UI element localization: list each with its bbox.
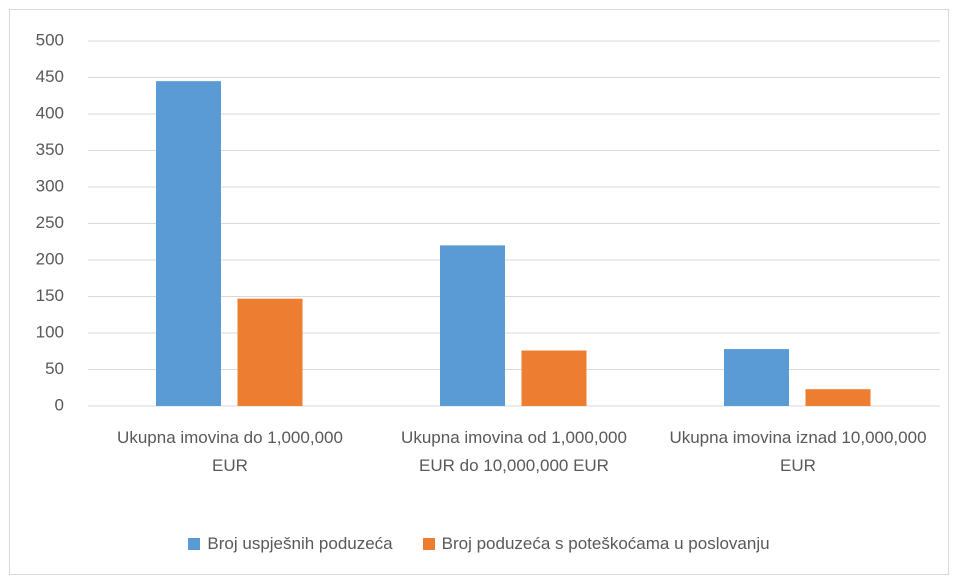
x-tick-label: Ukupna imovina do 1,000,000 EUR — [117, 428, 343, 475]
bar — [156, 81, 221, 407]
y-tick-label: 300 — [36, 176, 64, 195]
legend-label: Broj poduzeća s poteškoćama u poslovanju — [441, 534, 770, 553]
legend: Broj uspješnih poduzeća Broj poduzeća s p… — [0, 534, 958, 554]
bar — [237, 298, 303, 406]
y-tick-label: 400 — [36, 103, 64, 122]
x-tick-label: Ukupna imovina od 1,000,000 EUR do 10,00… — [401, 428, 627, 475]
y-tick-label: 250 — [36, 213, 64, 232]
y-tick-label: 150 — [36, 286, 64, 305]
y-tick-label: 200 — [36, 249, 64, 268]
legend-item: Broj uspješnih poduzeća — [188, 534, 393, 554]
x-tick-label: Ukupna imovina iznad 10,000,000 EUR — [669, 428, 927, 475]
y-tick-label: 500 — [36, 30, 64, 49]
bar — [724, 349, 789, 406]
y-tick-label: 50 — [45, 359, 64, 378]
legend-swatch — [188, 538, 201, 550]
legend-item: Broj poduzeća s poteškoćama u poslovanju — [422, 534, 770, 554]
y-tick-label: 0 — [55, 395, 64, 414]
legend-label: Broj uspješnih poduzeća — [207, 534, 393, 553]
y-tick-label: 450 — [36, 67, 64, 86]
y-tick-label: 350 — [36, 140, 64, 159]
bar — [440, 245, 505, 406]
legend-swatch — [422, 538, 435, 550]
bar — [805, 389, 871, 406]
bar — [521, 350, 587, 406]
y-tick-label: 100 — [36, 322, 64, 341]
